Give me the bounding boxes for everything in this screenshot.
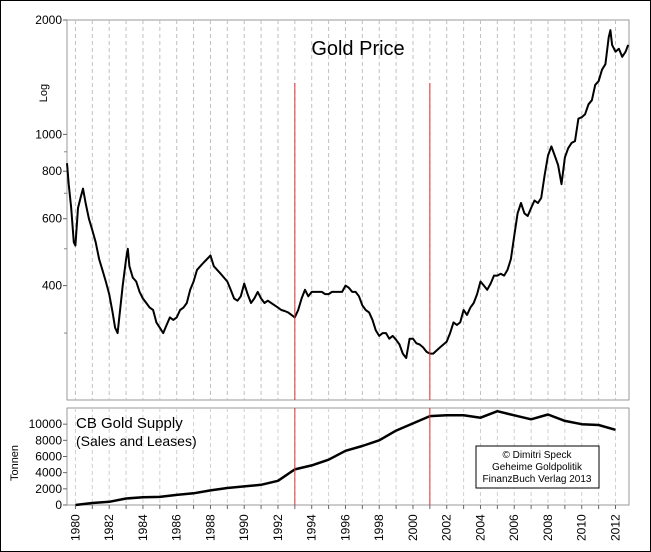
supply-y-tick-label: 4000 <box>35 466 62 480</box>
price-y-tick-label: 800 <box>42 164 62 178</box>
supply-y-tick-label: 2000 <box>35 482 62 496</box>
credit-line-2: Geheime Goldpolitik <box>492 462 583 473</box>
event-markers <box>294 83 431 505</box>
supply-y-tick-label: 10000 <box>29 417 63 431</box>
gold-price-line <box>66 29 630 359</box>
supply-chart-subtitle: (Sales and Leases) <box>76 433 197 449</box>
price-y-axis-title: Log <box>38 84 50 102</box>
price-y-tick-label: 2000 <box>35 13 62 27</box>
x-tick-label: 1984 <box>136 514 150 541</box>
x-tick-label: 2004 <box>473 514 487 541</box>
x-tick-label: 2006 <box>507 514 521 541</box>
price-chart-title: Gold Price <box>311 38 404 60</box>
x-tick-label: 2012 <box>608 514 622 541</box>
x-tick-label: 1996 <box>338 514 352 541</box>
credit-line-3: FinanzBuch Verlag 2013 <box>483 474 592 485</box>
credit-box <box>475 445 600 489</box>
x-tick-label: 1982 <box>102 514 116 541</box>
supply-y-axis-title: Tonnen <box>9 445 21 481</box>
x-tick-label: 2002 <box>440 514 454 541</box>
x-tick-label: 1988 <box>203 514 217 541</box>
credit-line-1: © Dimitri Speck <box>502 450 572 461</box>
price-y-tick-label: 600 <box>42 212 62 226</box>
x-tick-label: 1980 <box>68 514 82 541</box>
x-tick-label: 1986 <box>170 514 184 541</box>
supply-chart-title: CB Gold Supply <box>76 415 183 432</box>
x-tick-label: 2000 <box>406 514 420 541</box>
x-tick-label: 1994 <box>305 514 319 541</box>
supply-y-tick-label: 8000 <box>35 433 62 447</box>
supply-y-axis: 0 2000 4000 6000 8000 10000 <box>29 417 67 512</box>
x-axis: 1980 1982 1984 1986 1988 1990 1992 1994 1996 1998… <box>68 505 622 541</box>
x-tick-label: 1990 <box>237 514 251 541</box>
cb-gold-supply-line <box>75 409 616 507</box>
price-plot-area <box>66 19 630 401</box>
x-tick-label: 2010 <box>575 514 589 541</box>
supply-y-tick-label: 6000 <box>35 450 62 464</box>
price-y-tick-label: 400 <box>42 279 62 293</box>
price-y-axis: 2000 1000 800 600 400 <box>35 13 67 334</box>
supply-y-tick-label: 0 <box>55 498 62 512</box>
x-tick-label: 1998 <box>372 514 386 541</box>
price-y-tick-label: 1000 <box>35 127 62 141</box>
x-tick-label: 1992 <box>271 514 285 541</box>
x-tick-label: 2008 <box>541 514 555 541</box>
